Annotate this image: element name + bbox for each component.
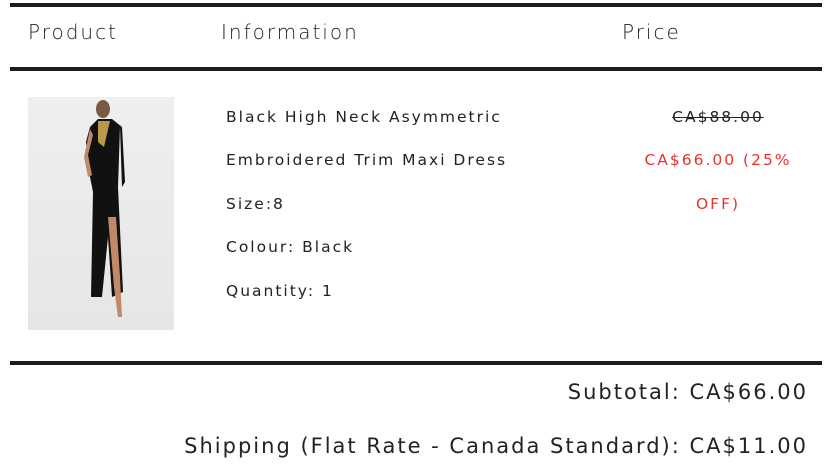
product-image[interactable] — [28, 97, 174, 330]
original-price: CA$88.00 — [672, 108, 764, 126]
header-product: Product — [28, 20, 118, 44]
header-price: Price — [622, 20, 681, 44]
sale-discount: OFF) — [695, 195, 741, 213]
product-name-line1[interactable]: Black High Neck Asymmetric — [226, 108, 502, 126]
header-information: Information — [221, 20, 359, 44]
top-divider — [10, 3, 822, 7]
subtotal: Subtotal: CA$66.00 — [567, 380, 808, 404]
shipping-total: Shipping (Flat Rate - Canada Standard): … — [184, 434, 808, 458]
header-divider — [10, 67, 822, 71]
sale-price: CA$66.00 (25% — [644, 151, 792, 169]
product-quantity: Quantity: 1 — [226, 282, 334, 300]
product-size: Size:8 — [226, 195, 285, 213]
product-name-line2[interactable]: Embroidered Trim Maxi Dress — [226, 151, 508, 169]
items-divider — [10, 361, 822, 365]
product-colour: Colour: Black — [226, 238, 355, 256]
dress-model-picture — [84, 100, 125, 317]
